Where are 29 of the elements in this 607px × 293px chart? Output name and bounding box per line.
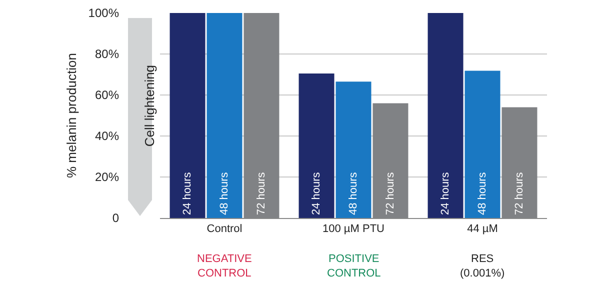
text: NEGATIVE CONTROL xyxy=(197,253,252,280)
text: RES (0.001%) xyxy=(460,253,505,280)
text: 48 hours xyxy=(476,172,488,215)
y-tick-label: 0 xyxy=(112,211,120,226)
x-tick-label: Control xyxy=(206,223,242,236)
y-tick-label: 20% xyxy=(94,170,120,184)
text: 24 hours xyxy=(440,172,452,215)
text: 72 hours xyxy=(513,172,526,215)
series-label: 72 hours xyxy=(255,172,268,215)
series-label: 24 hours xyxy=(182,172,194,215)
bar xyxy=(298,73,334,218)
y-axis-title: % melanin production xyxy=(64,52,80,178)
text: POSITIVE CONTROL xyxy=(327,253,381,280)
text: 48 hours xyxy=(348,172,360,215)
y-tick-label: 60% xyxy=(94,88,120,102)
y-tick-label: 100% xyxy=(88,6,120,20)
bar xyxy=(464,70,500,218)
text: Cell lightening xyxy=(142,64,158,147)
y-tick-label: 40% xyxy=(94,129,120,144)
y-tick-label: 80% xyxy=(94,47,120,62)
x-tick-label: 100 µM PTU xyxy=(322,223,385,236)
bar xyxy=(428,13,464,218)
text: 24 hours xyxy=(310,172,323,215)
x-tick-label: 44 µM xyxy=(467,223,498,236)
text: 72 hours xyxy=(384,172,396,215)
series-label: 48 hours xyxy=(218,172,230,215)
bar xyxy=(336,82,372,218)
bar xyxy=(170,13,206,218)
bar xyxy=(206,13,242,218)
